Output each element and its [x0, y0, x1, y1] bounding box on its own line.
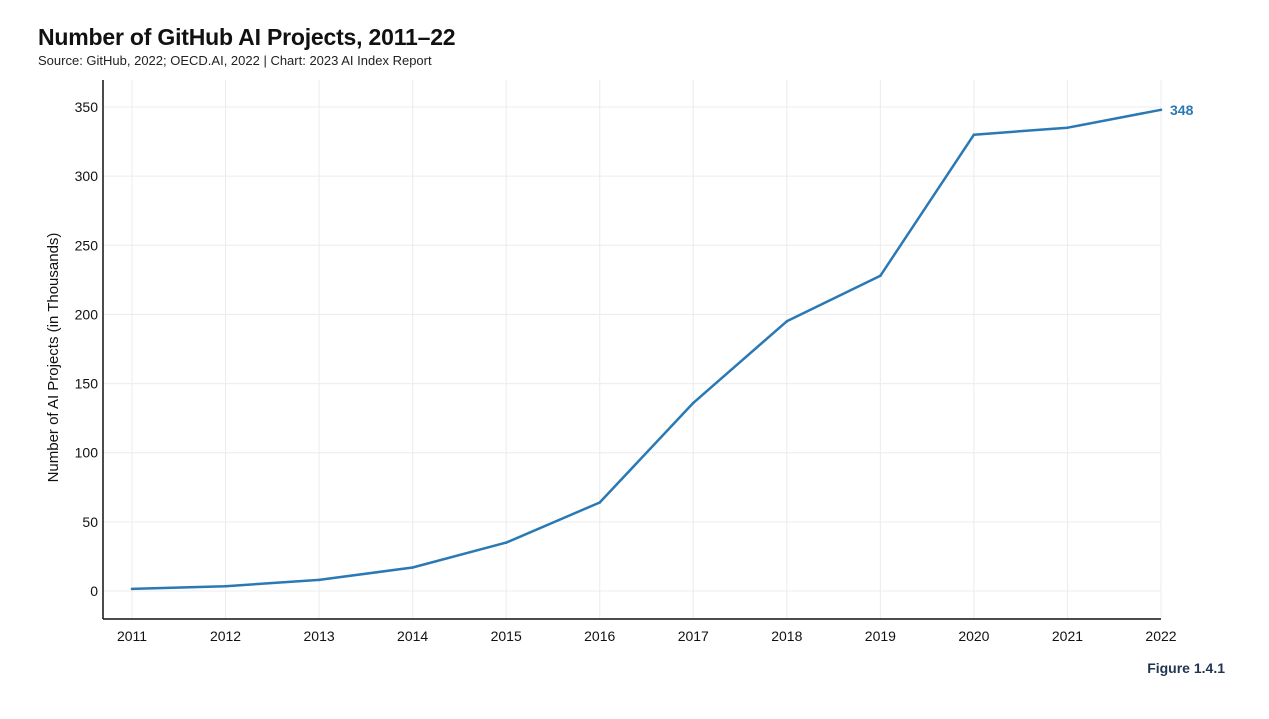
- data-point: [1159, 108, 1163, 112]
- series-line: [131, 108, 1162, 591]
- y-tick-labels: 0 50 100 150 200 250 300 350: [75, 99, 99, 599]
- data-point: [691, 401, 695, 405]
- x-tick-label: 2016: [584, 628, 615, 644]
- chart-subtitle: Source: GitHub, 2022; OECD.AI, 2022 | Ch…: [38, 53, 432, 68]
- y-axis-title: Number of AI Projects (in Thousands): [45, 233, 62, 483]
- data-point: [598, 501, 602, 504]
- data-point: [411, 566, 414, 569]
- data-point: [130, 587, 134, 591]
- axes: [102, 80, 1161, 620]
- y-tick-label: 150: [75, 376, 99, 392]
- x-tick-label: 2017: [678, 628, 709, 644]
- end-value-label: 348: [1170, 102, 1194, 118]
- grid-lines: [103, 80, 1162, 619]
- x-tick-label: 2015: [491, 628, 522, 644]
- data-point: [1066, 126, 1069, 130]
- x-tick-labels: 2011 2012 2013 2014 2015 2016 2017 2018 2019 2020…: [117, 628, 1177, 644]
- x-tick-label: 2014: [397, 628, 428, 644]
- figure-label: Figure 1.4.1: [1147, 660, 1225, 676]
- chart-title: Number of GitHub AI Projects, 2011–22: [38, 24, 456, 50]
- y-tick-label: 250: [75, 237, 99, 253]
- y-tick-label: 100: [75, 445, 99, 461]
- y-tick-label: 350: [75, 99, 99, 115]
- x-tick-label: 2021: [1052, 628, 1083, 644]
- x-tick-label: 2012: [210, 628, 241, 644]
- series-group: 348: [130, 102, 1194, 591]
- y-tick-label: 50: [82, 514, 98, 530]
- x-tick-label: 2022: [1145, 628, 1176, 644]
- x-tick-label: 2018: [771, 628, 802, 644]
- data-point: [972, 133, 976, 136]
- x-tick-label: 2013: [304, 628, 335, 644]
- data-point: [224, 584, 227, 588]
- data-point: [317, 578, 321, 582]
- x-tick-label: 2019: [865, 628, 896, 644]
- x-tick-label: 2020: [958, 628, 989, 644]
- y-tick-label: 200: [75, 306, 99, 322]
- data-point: [879, 274, 882, 278]
- data-point: [504, 541, 508, 544]
- x-tick-label: 2011: [117, 628, 147, 644]
- data-point: [785, 320, 789, 323]
- y-tick-label: 0: [90, 583, 98, 599]
- y-tick-label: 300: [75, 168, 99, 184]
